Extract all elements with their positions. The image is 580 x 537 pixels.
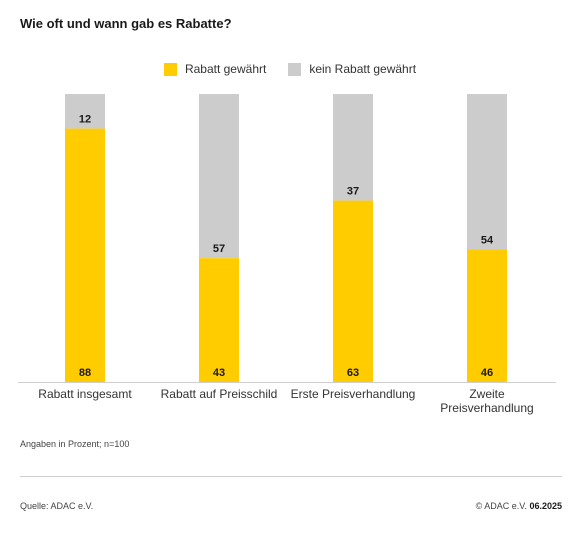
source-text: Quelle: ADAC e.V. xyxy=(20,501,94,511)
legend-swatch-rabatt xyxy=(163,62,177,76)
stacked-bar-chart: 12 88 Rabatt insgesamt 57 43 Rabatt auf Preis… xyxy=(18,94,556,415)
data-label-rabatt-4: 46 xyxy=(481,367,493,379)
bar-rabatt-3 xyxy=(333,200,373,382)
copyright-year: 06.2025 xyxy=(529,501,562,511)
bar-rabatt-1 xyxy=(65,128,105,382)
data-label-rabatt-3: 63 xyxy=(347,367,359,379)
data-label-kein-rabatt-1: 12 xyxy=(79,114,91,126)
chart-title: Wie oft und wann gab es Rabatte? xyxy=(20,16,232,31)
category-label-4-line-1: Zweite xyxy=(469,387,505,401)
bar-kein-rabatt-1 xyxy=(65,94,105,129)
data-label-rabatt-2: 43 xyxy=(213,367,225,379)
copyright-text: © ADAC e.V. 06.2025 xyxy=(476,501,562,511)
legend-item-rabatt: Rabatt gewährt xyxy=(163,62,267,76)
data-label-kein-rabatt-2: 57 xyxy=(213,243,225,255)
bar-kein-rabatt-4 xyxy=(467,94,507,250)
bar-kein-rabatt-3 xyxy=(333,94,373,201)
legend-label-rabatt: Rabatt gewährt xyxy=(184,62,267,76)
bar-rabatt-4 xyxy=(467,249,507,382)
bar-kein-rabatt-2 xyxy=(199,94,239,259)
data-label-rabatt-1: 88 xyxy=(79,367,91,379)
footnote: Angaben in Prozent; n=100 xyxy=(20,439,130,449)
category-label-1: Rabatt insgesamt xyxy=(38,387,132,401)
category-label-2: Rabatt auf Preisschild xyxy=(161,387,278,401)
copyright-label: © ADAC e.V. xyxy=(475,501,527,511)
category-label-3: Erste Preisverhandlung xyxy=(291,387,416,401)
data-label-kein-rabatt-4: 54 xyxy=(481,235,494,247)
legend-item-kein-rabatt: kein Rabatt gewährt xyxy=(288,62,416,76)
legend-label-kein-rabatt: kein Rabatt gewährt xyxy=(309,62,417,76)
category-label-4-line-2: Preisverhandlung xyxy=(440,401,533,415)
bar-rabatt-2 xyxy=(199,258,239,382)
legend: Rabatt gewährt kein Rabatt gewährt xyxy=(0,62,580,76)
footer-divider xyxy=(20,476,562,477)
data-label-kein-rabatt-3: 37 xyxy=(347,186,359,198)
legend-swatch-kein-rabatt xyxy=(288,62,302,76)
